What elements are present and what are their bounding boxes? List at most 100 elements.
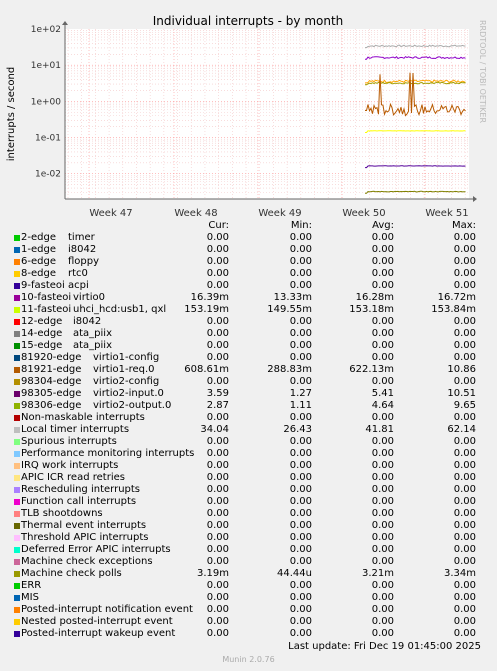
legend-swatch <box>14 559 20 565</box>
legend-cur: 0.00 <box>206 268 229 279</box>
legend-max: 0.00 <box>453 544 476 555</box>
legend-cur: 0.00 <box>206 256 229 267</box>
legend-cur: 0.00 <box>206 280 229 291</box>
legend-min: 0.00 <box>289 472 312 483</box>
legend-device: virtio0 <box>73 292 105 303</box>
legend-max: 0.00 <box>453 340 476 351</box>
legend-swatch <box>14 415 20 421</box>
legend-name: 12-edge <box>21 316 63 327</box>
legend-name: ERR <box>21 580 42 591</box>
legend-name: IRQ work interrupts <box>21 460 119 471</box>
legend-max: 0.00 <box>453 256 476 267</box>
legend-row: MIS 0.00 0.00 0.00 0.00 <box>0 592 497 604</box>
legend-max: 16.72m <box>437 292 476 303</box>
y-tick-label: 1e+00 <box>31 97 62 107</box>
legend-name: Non-maskable interrupts <box>21 412 145 423</box>
legend-avg: 41.81 <box>365 424 394 435</box>
legend-swatch <box>14 367 20 373</box>
legend-row: Function call interrupts 0.00 0.00 0.00 0.00 <box>0 496 497 508</box>
legend-max: 0.00 <box>453 376 476 387</box>
legend-swatch <box>14 475 20 481</box>
legend-swatch <box>14 283 20 289</box>
legend-cur: 0.00 <box>206 316 229 327</box>
legend-avg: 0.00 <box>371 520 394 531</box>
legend-swatch <box>14 535 20 541</box>
legend-max: 0.00 <box>453 232 476 243</box>
legend-min: 0.00 <box>289 340 312 351</box>
legend-swatch <box>14 355 20 361</box>
legend-max: 0.00 <box>453 580 476 591</box>
legend-max: 0.00 <box>453 592 476 603</box>
legend-cur: 3.59 <box>206 388 229 399</box>
legend-max: 0.00 <box>453 448 476 459</box>
legend-name: 6-edge <box>21 256 56 267</box>
legend-row: 12-edge i8042 0.00 0.00 0.00 0.00 <box>0 316 497 328</box>
series-line <box>365 55 466 60</box>
legend-cur: 0.00 <box>206 472 229 483</box>
legend-name: TLB shootdowns <box>21 508 103 519</box>
y-tick-label: 1e-02 <box>35 170 61 180</box>
legend-swatch <box>14 463 20 469</box>
chart: 1e-02 1e-01 1e+00 1e+01 1e+02 Week 47 Week 48 W… <box>6 14 477 219</box>
legend-avg: 0.00 <box>371 280 394 291</box>
legend-min: 0.00 <box>289 580 312 591</box>
legend-swatch <box>14 247 20 253</box>
legend-row: Rescheduling interrupts 0.00 0.00 0.00 0.00 <box>0 484 497 496</box>
legend-min: 0.00 <box>289 256 312 267</box>
legend-min: 0.00 <box>289 412 312 423</box>
legend-swatch <box>14 379 20 385</box>
legend-avg: 0.00 <box>371 556 394 567</box>
legend-swatch <box>14 571 20 577</box>
legend-swatch <box>14 307 20 313</box>
legend-min: 0.00 <box>289 628 312 639</box>
legend-swatch <box>14 487 20 493</box>
legend-cur: 0.00 <box>206 232 229 243</box>
legend-cur: 0.00 <box>206 340 229 351</box>
legend-row: ERR 0.00 0.00 0.00 0.00 <box>0 580 497 592</box>
legend-row: Performance monitoring interrupts 0.00 0.0… <box>0 448 497 460</box>
legend-device: rtc0 <box>68 268 88 279</box>
legend-max: 0.00 <box>453 496 476 507</box>
legend-max: 3.34m <box>443 568 476 579</box>
x-tick-label: Week 48 <box>174 208 217 219</box>
legend-max: 10.86 <box>447 364 476 375</box>
legend-avg: 0.00 <box>371 628 394 639</box>
legend-cur: 0.00 <box>206 532 229 543</box>
legend-device: timer <box>68 232 95 243</box>
legend-swatch <box>14 499 20 505</box>
legend-row: Non-maskable interrupts 0.00 0.00 0.00 0.00 <box>0 412 497 424</box>
legend-name: Nested posted-interrupt event <box>21 616 173 627</box>
x-tick-label: Week 51 <box>425 208 468 219</box>
legend-row: 81921-edge virtio1-req.0 608.61m 288.83m 622… <box>0 364 497 376</box>
legend-avg: 153.18m <box>349 304 394 315</box>
legend-name: Machine check exceptions <box>21 556 153 567</box>
legend-min: 0.00 <box>289 592 312 603</box>
munin-version: Munin 2.0.76 <box>222 655 275 664</box>
series-group <box>365 44 466 194</box>
legend-swatch <box>14 619 20 625</box>
legend-max: 0.00 <box>453 460 476 471</box>
series-line <box>365 165 466 169</box>
legend-name: Machine check polls <box>21 568 122 579</box>
last-update: Last update: Fri Dec 19 01:45:00 2025 <box>288 641 481 652</box>
legend-max: 0.00 <box>453 520 476 531</box>
legend-name: Function call interrupts <box>21 496 137 507</box>
grid <box>65 29 469 200</box>
legend-name: 14-edge <box>21 328 63 339</box>
legend-device: i8042 <box>68 244 97 255</box>
series-line <box>365 79 466 84</box>
legend-avg: 0.00 <box>371 256 394 267</box>
legend-row: 1-edge i8042 0.00 0.00 0.00 0.00 <box>0 244 497 256</box>
legend-max: 0.00 <box>453 532 476 543</box>
legend-avg: 0.00 <box>371 484 394 495</box>
legend-name: 11-fasteoi <box>21 304 72 315</box>
legend-max: 0.00 <box>453 604 476 615</box>
legend-cur: 0.00 <box>206 556 229 567</box>
legend-swatch <box>14 235 20 241</box>
legend-avg: 0.00 <box>371 580 394 591</box>
legend-row: Posted-interrupt wakeup event 0.00 0.00 0.0… <box>0 628 497 640</box>
legend-min: 13.33m <box>273 292 312 303</box>
legend-name: Performance monitoring interrupts <box>21 448 195 459</box>
series-line <box>365 72 466 117</box>
legend-min: 0.00 <box>289 604 312 615</box>
